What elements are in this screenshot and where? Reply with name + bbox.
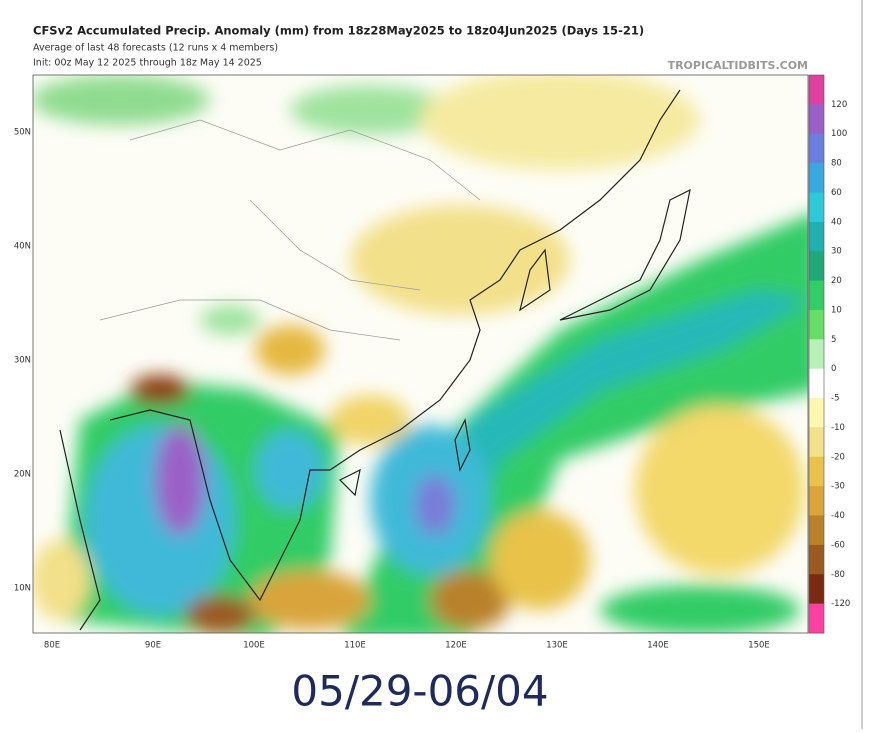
colorbar-segment — [809, 75, 824, 105]
colorbar-segment — [809, 544, 824, 575]
subtitle: Average of last 48 forecasts (12 runs x … — [33, 43, 278, 54]
axis-labels: 50N 40N 30N 20N 10N 80E 90E 100E 110E 120E 130E 140… — [14, 128, 770, 651]
lon-label: 140E — [647, 641, 669, 651]
colorbar-label: -80 — [831, 570, 845, 580]
colorbar-label: 80 — [831, 159, 842, 169]
colorbar-label: 60 — [831, 188, 842, 198]
colorbar-segment — [809, 280, 824, 311]
colorbar-label: 120 — [831, 100, 847, 110]
lon-label: 80E — [44, 641, 60, 651]
colorbar-label: -5 — [831, 394, 839, 404]
colorbar-segment — [809, 486, 824, 517]
colorbar-segment — [809, 133, 824, 164]
lon-label: 120E — [445, 641, 467, 651]
lon-label: 130E — [546, 641, 568, 651]
date-caption: 05/29-06/04 — [291, 667, 548, 716]
map-field — [33, 75, 808, 633]
colorbar-label: -30 — [831, 482, 845, 492]
lat-label: 40N — [14, 242, 31, 252]
colorbar-label: 5 — [831, 335, 836, 345]
colorbar-label: 0 — [831, 364, 836, 374]
colorbar-label: 30 — [831, 247, 842, 257]
init-text: Init: 00z May 12 2025 through 18z May 14… — [33, 58, 262, 69]
lon-label: 110E — [344, 641, 366, 651]
colorbar-label: -20 — [831, 452, 845, 462]
colorbar-border — [808, 74, 825, 634]
colorbar-label: -40 — [831, 511, 845, 521]
colorbar-segment — [809, 515, 824, 546]
lat-label: 30N — [14, 356, 31, 366]
colorbar-label: -10 — [831, 423, 845, 433]
colorbar-segment — [809, 456, 824, 487]
lon-label: 150E — [748, 641, 770, 651]
lon-label: 90E — [145, 641, 161, 651]
colorbar-segment — [809, 221, 824, 252]
colorbar-segment — [809, 427, 824, 458]
lat-label: 20N — [14, 470, 31, 480]
colorbar-segment — [809, 309, 824, 340]
lat-label: 10N — [14, 584, 31, 594]
colorbar-label: -120 — [831, 599, 850, 609]
colorbar-segment — [809, 251, 824, 282]
colorbar-label: 100 — [831, 129, 847, 139]
colorbar-label: -60 — [831, 540, 845, 550]
lon-label: 100E — [243, 641, 265, 651]
colorbar-segment — [809, 163, 824, 193]
colorbar-segment — [809, 398, 824, 428]
title: CFSv2 Accumulated Precip. Anomaly (mm) f… — [33, 24, 644, 38]
colorbar-label: 40 — [831, 217, 842, 227]
colorbar-segment — [809, 368, 824, 399]
colorbar: 120 100 80 60 40 30 20 10 5 0 -5 -10 -20 -30 -40 -60 -80… — [808, 74, 850, 634]
lat-label: 50N — [14, 128, 31, 138]
watermark: TROPICALTIDBITS.COM — [668, 59, 808, 72]
colorbar-label: 10 — [831, 305, 842, 315]
colorbar-segment — [809, 603, 824, 634]
map-border — [32, 74, 809, 634]
colorbar-segment — [809, 192, 824, 223]
colorbar-segment — [809, 574, 824, 605]
colorbar-segment — [809, 104, 824, 135]
colorbar-label: 20 — [831, 276, 842, 286]
colorbar-segment — [809, 339, 824, 370]
